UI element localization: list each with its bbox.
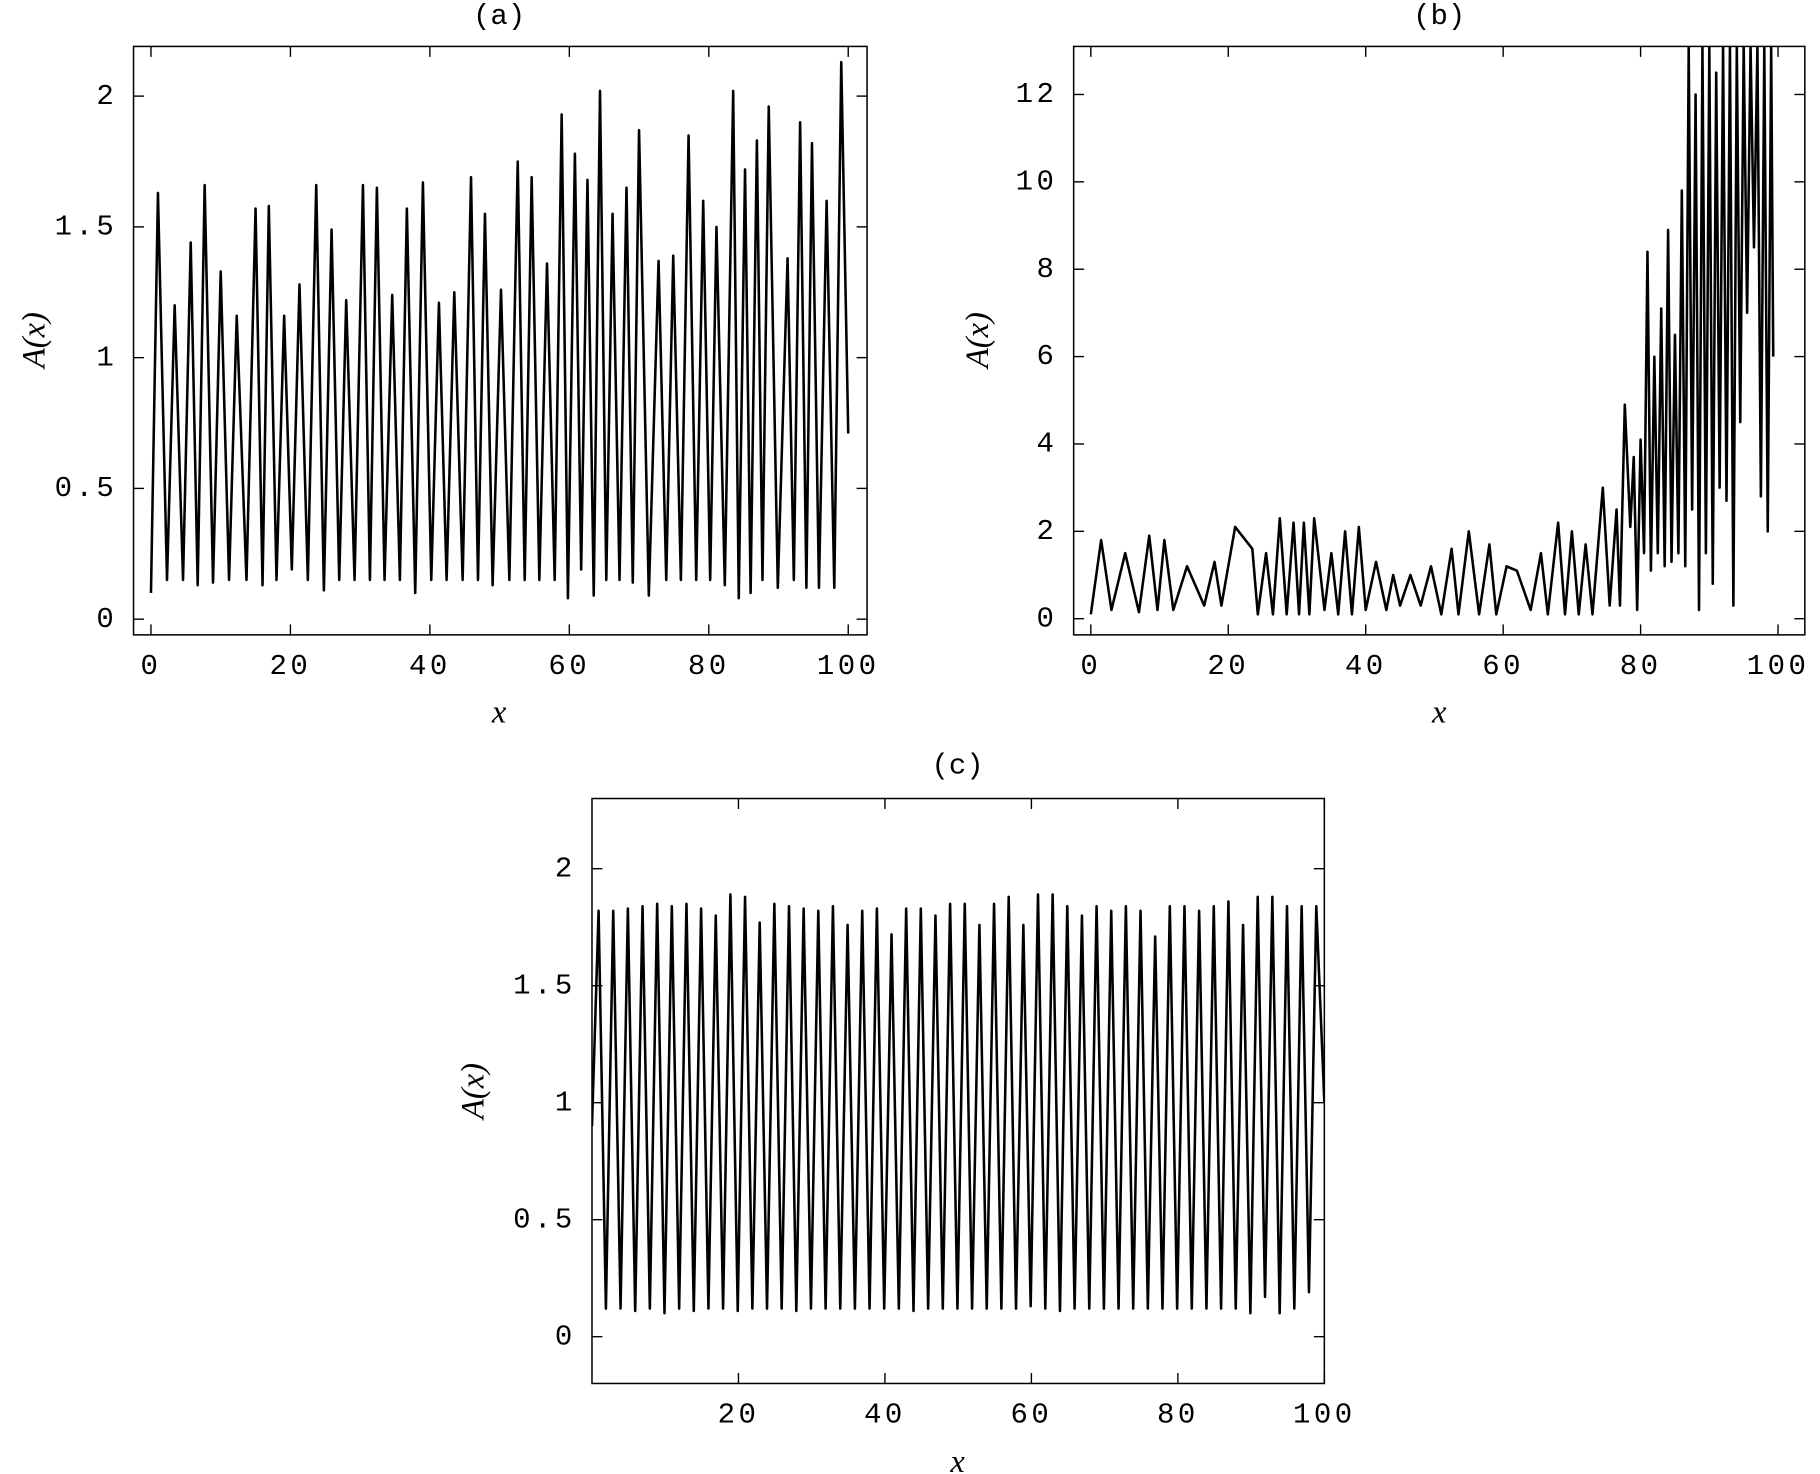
y-tick-label: 1.5 bbox=[513, 969, 576, 1002]
x-tick-label: 100 bbox=[1747, 650, 1810, 683]
y-tick-label: 6 bbox=[1037, 340, 1058, 373]
x-tick-label: 80 bbox=[688, 650, 730, 683]
y-tick-label: 0 bbox=[1037, 602, 1058, 635]
x-tick-label: 60 bbox=[1482, 650, 1524, 683]
x-tick-label: 40 bbox=[1345, 650, 1387, 683]
x-tick-label: 60 bbox=[548, 650, 590, 683]
y-axis-label: A(x) bbox=[17, 312, 53, 370]
x-tick-label: 0 bbox=[141, 650, 162, 683]
x-tick-label: 80 bbox=[1620, 650, 1662, 683]
panel-title: (a) bbox=[473, 0, 525, 33]
panel: (b) x A(x) 0 20 40 60 80 100 0 2 4 6 8 10 12 bbox=[960, 0, 1810, 730]
x-axis-label: x bbox=[491, 694, 507, 730]
plot-frame bbox=[132, 45, 868, 636]
plot-frame bbox=[591, 797, 1326, 1385]
x-tick-label: 100 bbox=[1293, 1398, 1356, 1431]
y-tick-label: 4 bbox=[1037, 428, 1058, 461]
y-tick-label: 1 bbox=[555, 1086, 576, 1119]
y-tick-label: 1.5 bbox=[55, 211, 118, 244]
y-tick-label: 0 bbox=[96, 603, 117, 636]
x-tick-label: 40 bbox=[864, 1398, 906, 1431]
x-tick-label: 20 bbox=[718, 1398, 760, 1431]
x-axis-label: x bbox=[949, 1444, 965, 1474]
y-tick-label: 2 bbox=[555, 852, 576, 885]
y-tick-label: 0 bbox=[555, 1320, 576, 1353]
x-tick-label: 60 bbox=[1011, 1398, 1053, 1431]
y-tick-label: 1 bbox=[96, 341, 117, 374]
x-tick-label: 40 bbox=[409, 650, 451, 683]
x-tick-label: 20 bbox=[270, 650, 312, 683]
data-line bbox=[591, 893, 1325, 1315]
panel: (a) x A(x) 0 20 40 60 80 100 0 0.5 1 1.5 2 bbox=[17, 0, 880, 730]
data-line bbox=[149, 60, 850, 600]
y-axis-label: A(x) bbox=[960, 312, 996, 370]
x-tick-label: 80 bbox=[1157, 1398, 1199, 1431]
x-tick-label: 100 bbox=[817, 650, 880, 683]
y-tick-label: 2 bbox=[1037, 515, 1058, 548]
x-axis-label: x bbox=[1431, 694, 1447, 730]
y-axis-label: A(x) bbox=[455, 1063, 491, 1121]
y-tick-label: 0.5 bbox=[513, 1203, 576, 1236]
x-tick-label: 0 bbox=[1080, 650, 1101, 683]
y-tick-label: 12 bbox=[1016, 78, 1058, 111]
y-tick-label: 8 bbox=[1037, 253, 1058, 286]
panel: (c) x A(x) 20 40 60 80 100 0 0.5 1 1.5 2 bbox=[455, 750, 1356, 1474]
panel-title: (b) bbox=[1413, 0, 1465, 33]
y-tick-label: 2 bbox=[96, 80, 117, 113]
y-tick-label: 0.5 bbox=[55, 472, 118, 505]
data-line bbox=[1089, 46, 1775, 616]
panel-title: (c) bbox=[931, 750, 983, 783]
plot-frame bbox=[1072, 45, 1806, 636]
y-tick-label: 10 bbox=[1016, 166, 1058, 199]
x-tick-label: 20 bbox=[1207, 650, 1249, 683]
